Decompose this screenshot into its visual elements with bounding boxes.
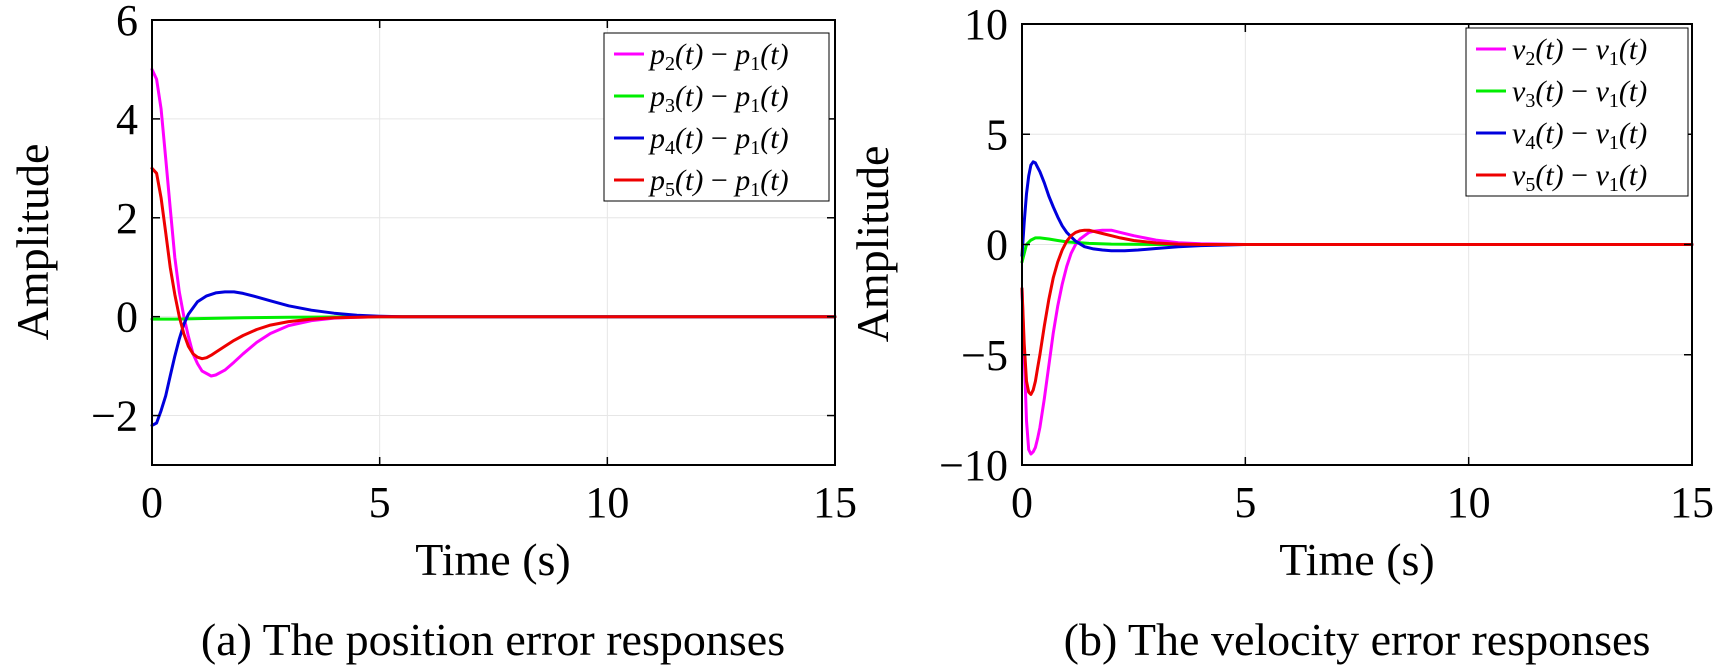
legend-entry-2: v2(t) − v1(t): [1512, 33, 1647, 70]
x-tick-label: 10: [585, 478, 629, 527]
y-tick-label: 0: [986, 221, 1008, 270]
legend-entry-4: p4(t) − p1(t): [648, 122, 789, 159]
panel-a-caption: (a) The position error responses: [201, 614, 785, 665]
panel-b-caption: (b) The velocity error responses: [1064, 614, 1651, 665]
y-tick-label: −2: [91, 392, 138, 441]
panel-b-y-axis-title: Amplitude: [847, 146, 898, 343]
x-tick-label: 5: [1234, 478, 1256, 527]
series-line-4: [150, 290, 837, 427]
y-tick-label: 10: [964, 0, 1008, 49]
y-tick-label: 4: [116, 95, 138, 144]
y-tick-label: 2: [116, 194, 138, 243]
series-line-4: [1020, 160, 1694, 257]
y-tick-label: 6: [116, 0, 138, 45]
panel-a-legend: p2(t) − p1(t) p3(t) − p1(t) p4(t) − p1(t) p…: [603, 32, 830, 202]
legend-box: [1465, 27, 1689, 197]
panel-b-x-axis-title: Time (s): [1279, 534, 1435, 585]
panel-b-legend: v2(t) − v1(t) v3(t) − v1(t) v4(t) − v1(t) v…: [1465, 27, 1689, 197]
panel-b-tick-labels: 0 5 10 15 −10 −5 0 5 10: [939, 0, 1714, 527]
legend-entry-5: v5(t) − v1(t): [1512, 159, 1647, 196]
panel-a-plot-lines: [150, 67, 837, 427]
panel-b-velocity-error: 0 5 10 15 −10 −5 0 5 10 Time (s) Amplitude v2(t)…: [847, 0, 1714, 665]
legend-box: [603, 32, 830, 202]
panel-a-y-axis-title: Amplitude: [7, 144, 58, 341]
panel-b-plot-lines: [1020, 160, 1694, 456]
panel-a-plot-frame: [151, 19, 836, 466]
legend-entry-2: p2(t) − p1(t): [648, 38, 789, 75]
x-tick-label: 10: [1447, 478, 1491, 527]
legend-entry-4: v4(t) − v1(t): [1512, 117, 1647, 154]
panel-b-ticks: [1021, 23, 1693, 466]
x-tick-label: 0: [1011, 478, 1033, 527]
x-tick-label: 15: [813, 478, 857, 527]
series-line-5: [150, 166, 837, 361]
x-tick-label: 5: [369, 478, 391, 527]
series-line-2: [1020, 228, 1694, 456]
panel-a-x-axis-title: Time (s): [415, 534, 571, 585]
y-tick-label: −10: [939, 441, 1008, 490]
y-tick-label: 0: [116, 293, 138, 342]
x-tick-label: 0: [141, 478, 163, 527]
x-tick-label: 15: [1670, 478, 1714, 527]
legend-entry-3: p3(t) − p1(t): [648, 80, 789, 117]
y-tick-label: 5: [986, 110, 1008, 159]
y-tick-label: −5: [961, 331, 1008, 380]
legend-entry-3: v3(t) − v1(t): [1512, 75, 1647, 112]
legend-entry-5: p5(t) − p1(t): [648, 164, 789, 201]
series-line-5: [1020, 228, 1694, 396]
